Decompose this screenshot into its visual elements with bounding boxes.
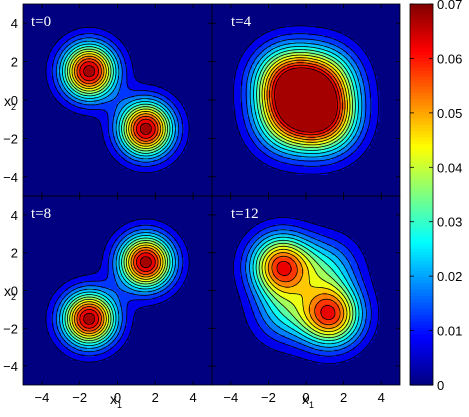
contour-lines (233, 25, 379, 175)
colorbar-ticks: 0.07 0.06 0.05 0.04 0.03 0.02 0.01 0 (410, 0, 462, 393)
ytick-label: −4 (3, 359, 18, 374)
xtick-label: −4 (34, 390, 49, 405)
panel-title-t0: t=0 (31, 14, 51, 30)
xtick-label: −4 (223, 390, 238, 405)
ytick-label: −2 (3, 321, 18, 336)
ytick-label: 0 (11, 284, 18, 299)
panel-title-t12: t=12 (231, 206, 259, 222)
colorbar-tick-label: 0 (437, 378, 444, 393)
xtick-label: 2 (152, 390, 159, 405)
colorbar-tick-label: 0.01 (437, 324, 462, 339)
contour-fill (233, 217, 380, 365)
panel-title-t4: t=4 (231, 14, 252, 30)
ytick-label: 2 (11, 55, 18, 70)
xtick-label: 4 (189, 390, 196, 405)
xtick-label: 0 (302, 390, 309, 405)
xlabel-right: x1 (302, 391, 314, 410)
xtick-label: −2 (261, 390, 276, 405)
xtick-label: 4 (378, 390, 385, 405)
colorbar-frame (409, 3, 434, 386)
ytick-label: 4 (11, 208, 18, 223)
contour-lines (45, 218, 190, 363)
contour-fill (233, 25, 380, 175)
panel-4 (211, 195, 401, 386)
panel-2 (211, 3, 401, 197)
xtick-label: 2 (340, 390, 347, 405)
ylabel-bottom: x2 (4, 283, 16, 302)
contour-lines (233, 217, 379, 364)
xlabel-left: x1 (110, 391, 122, 410)
ytick-label: 2 (11, 246, 18, 261)
axis-ticks: −4 −4 −2 −2 0 0 2 2 4 4 4 4 2 2 0 0 −2 −2 −4 −4 (3, 4, 400, 405)
colorbar-tick-label: 0.02 (437, 269, 462, 284)
xtick-label: −2 (72, 390, 87, 405)
ytick-label: −4 (3, 170, 18, 185)
ytick-label: 0 (11, 93, 18, 108)
colorbar-tick-label: 0.04 (437, 160, 462, 175)
ylabel-top: x2 (4, 93, 16, 112)
contour-lines (45, 26, 190, 174)
colorbar-tick-label: 0.03 (437, 215, 462, 230)
xtick-label: 0 (114, 390, 121, 405)
panel-titles: t=0 t=4 t=8 t=12 (31, 14, 259, 222)
colorbar-tick-label: 0.05 (437, 106, 462, 121)
colorbar-tick-label: 0.07 (437, 0, 462, 12)
colorbar-tick-label: 0.06 (437, 51, 462, 66)
ytick-label: −2 (3, 131, 18, 146)
axis-labels: x2 x2 x1 x1 (4, 93, 314, 410)
panel-3 (22, 195, 213, 386)
panel-1 (22, 3, 213, 197)
colorbar (409, 3, 434, 386)
ytick-label: 4 (11, 16, 18, 31)
panel-title-t8: t=8 (31, 206, 51, 222)
contour-panels (22, 3, 401, 386)
